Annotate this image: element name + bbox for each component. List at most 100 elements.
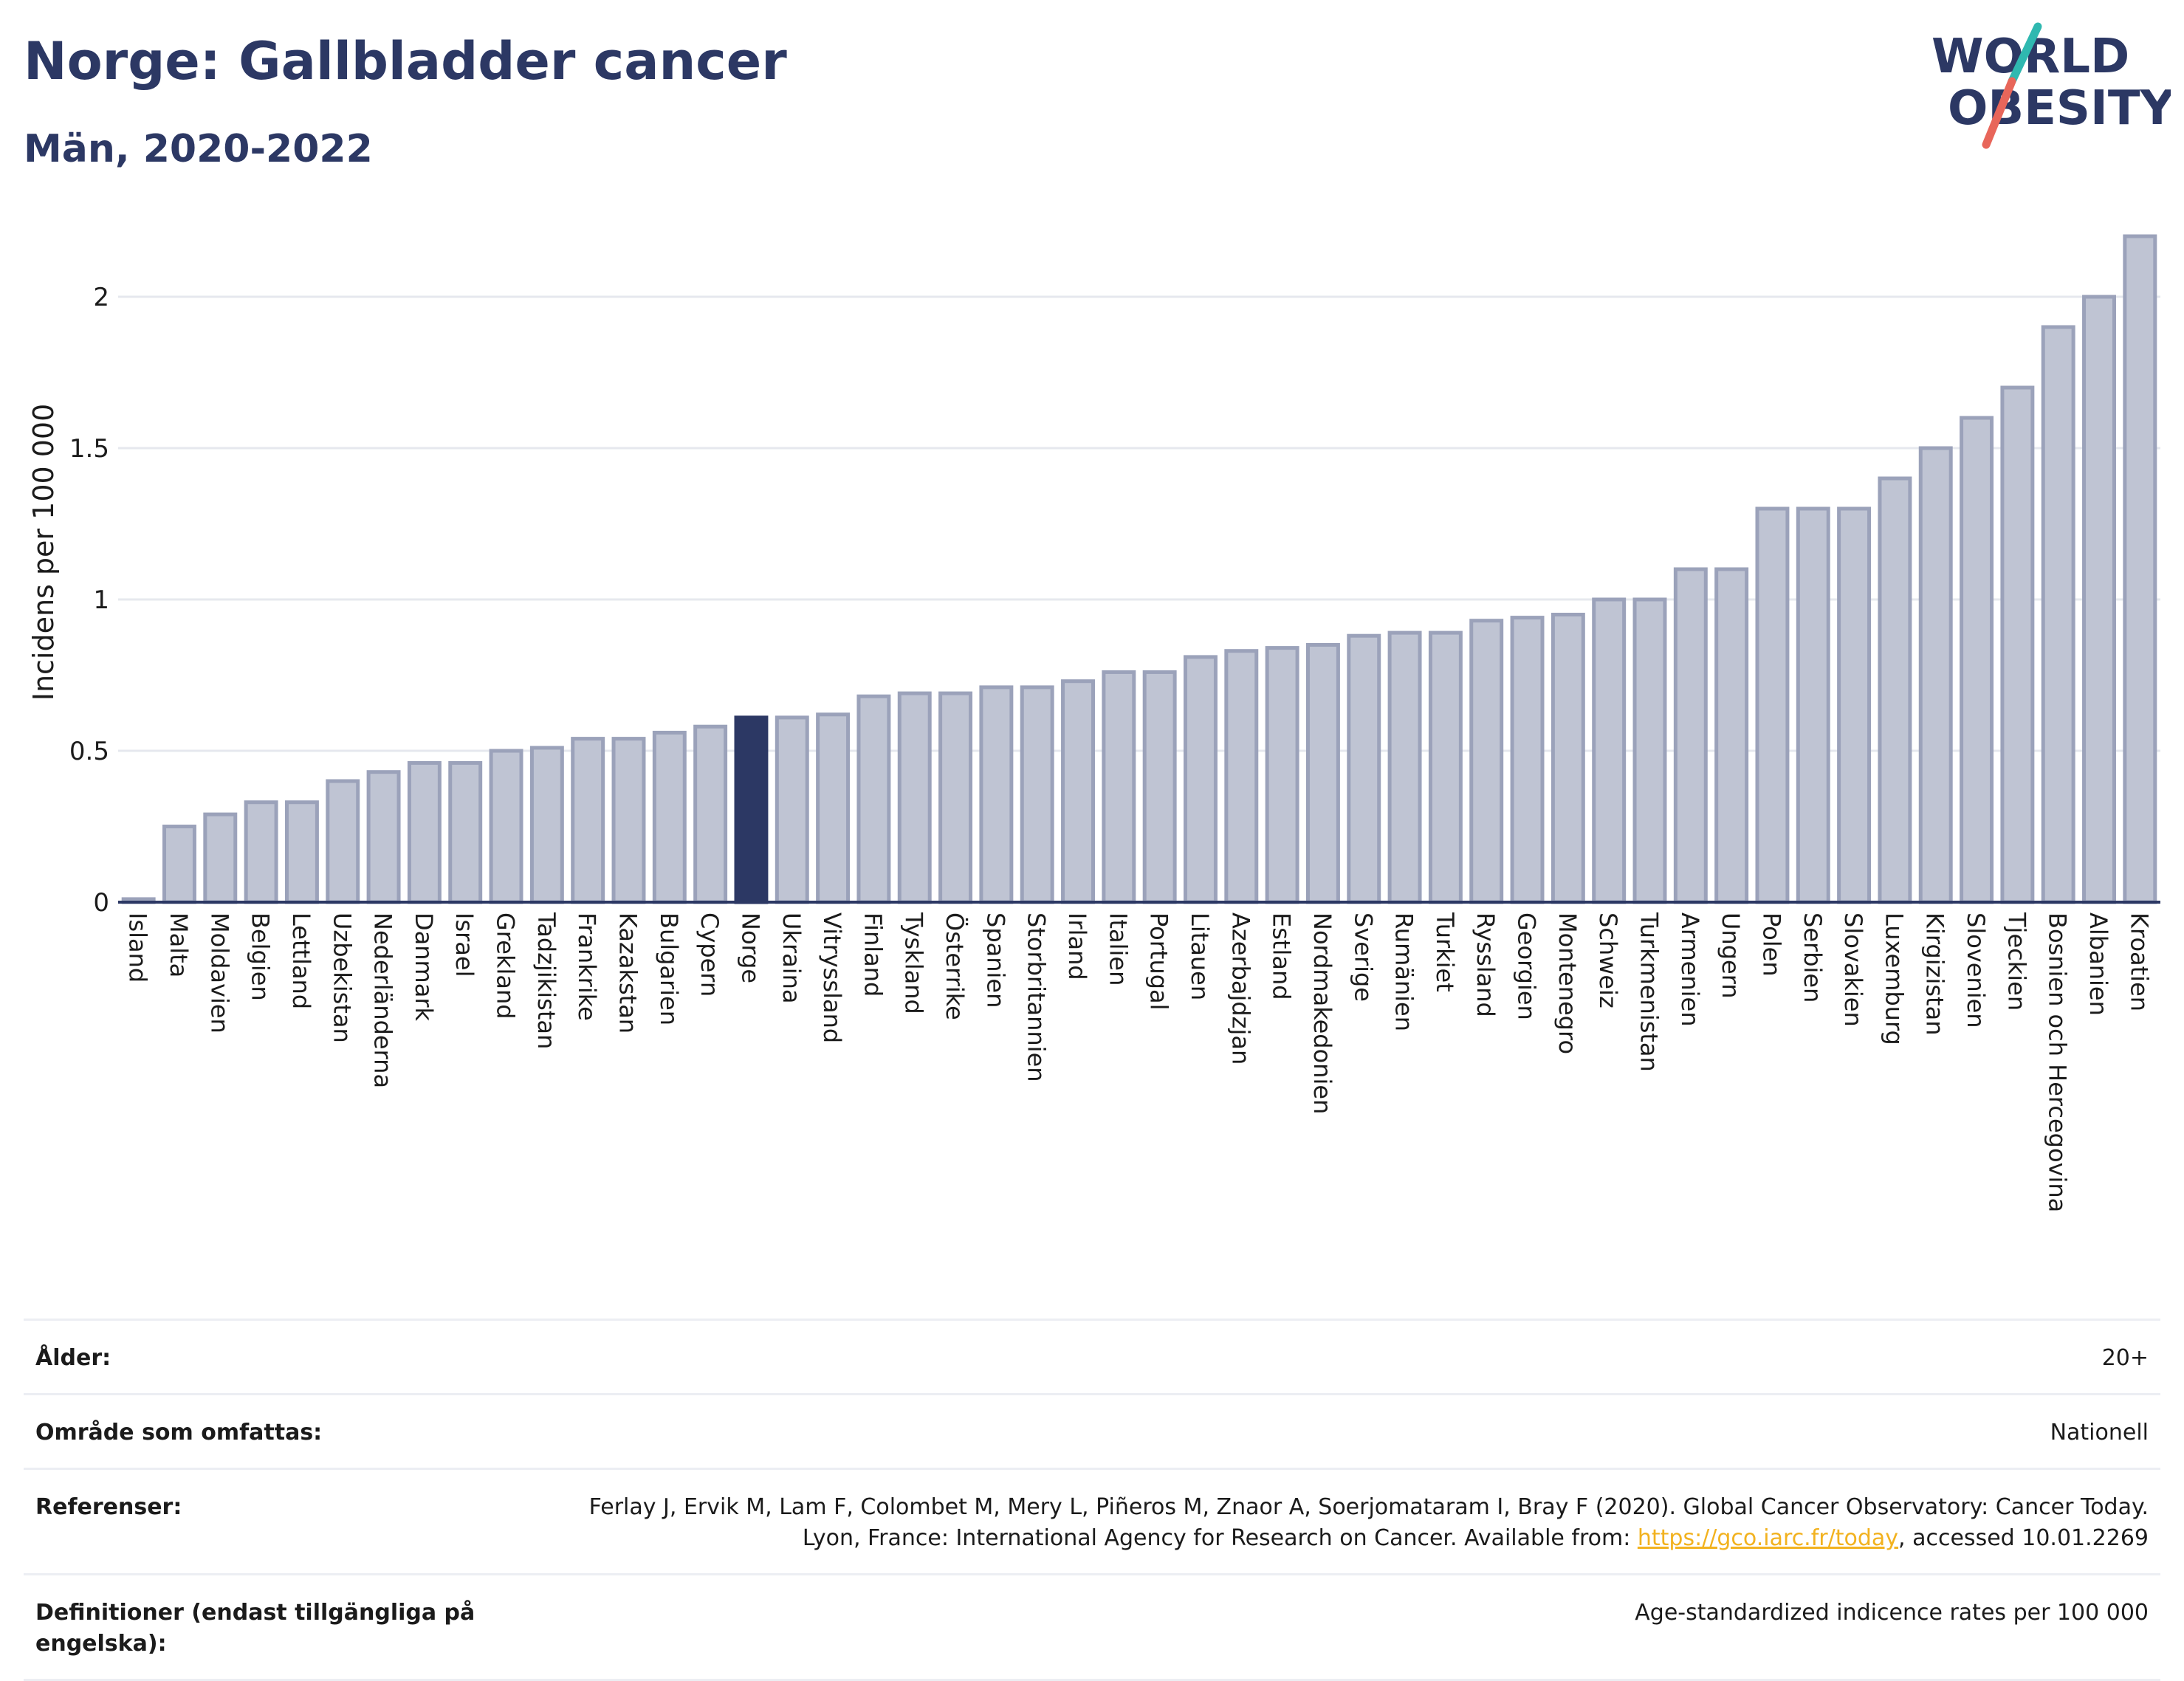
bar-turkmenistan [1632, 597, 1667, 904]
y-tick-label: 1 [93, 585, 109, 615]
x-tick-label: Ukraina [777, 912, 806, 1004]
reference-link[interactable]: https://gco.iarc.fr/today [1637, 1525, 1899, 1551]
world-obesity-logo: WORLD OBESITY [1931, 22, 2171, 149]
x-tick-label: Ryssland [1472, 912, 1500, 1017]
info-value-coverage: Nationell [2050, 1420, 2149, 1445]
info-row-age: Ålder: 20+ [24, 1319, 2160, 1393]
x-tick-label: Montenegro [1553, 912, 1582, 1054]
bar-kroatien [2123, 234, 2157, 904]
x-tick-label: Belgien [247, 912, 275, 1001]
bar-armenien [1673, 567, 1708, 904]
x-tick-label: Turkiet [1431, 912, 1459, 992]
bar-schweiz [1592, 597, 1627, 904]
bar-rumänien [1387, 630, 1422, 904]
x-tick-label: Cypern [696, 912, 724, 997]
logo-slash-coral [1982, 77, 2016, 149]
bar-irland [1061, 679, 1095, 904]
x-tick-label: Nederländerna [369, 912, 397, 1088]
y-axis-title: Incidens per 100 000 [27, 404, 60, 701]
x-tick-label: Lettland [287, 912, 315, 1009]
bar-estland [1265, 646, 1299, 904]
x-tick-label: Turkmenistan [1635, 912, 1663, 1072]
bar-norge [734, 715, 769, 904]
bar-litauen [1184, 655, 1218, 904]
bar-nordmakedonien [1305, 643, 1340, 904]
x-tick-label: Polen [1757, 912, 1785, 977]
x-tick-label: Danmark [410, 912, 438, 1021]
x-tick-label: Norge [736, 912, 764, 983]
logo-slash-teal [2008, 22, 2042, 86]
info-value-references: Ferlay J, Ervik M, Lam F, Colombet M, Me… [539, 1492, 2149, 1554]
bar-lettland [284, 800, 319, 904]
bar-ungern [1714, 567, 1749, 904]
x-tick-label: Slovenien [1962, 912, 1990, 1028]
x-tick-label: Armenien [1676, 912, 1704, 1026]
x-tick-label: Uzbekistan [328, 912, 356, 1043]
bar-israel [448, 760, 483, 904]
x-tick-label: Ungern [1717, 912, 1745, 999]
info-row-coverage: Område som omfattas: Nationell [24, 1393, 2160, 1468]
x-tick-label: Tjeckien [2002, 912, 2030, 1011]
info-key-coverage: Område som omfattas: [35, 1420, 323, 1445]
x-tick-label: Georgien [1513, 912, 1541, 1020]
x-tick-label: Spanien [981, 912, 1009, 1008]
x-tick-label: Italien [1104, 912, 1132, 986]
x-tick-label: Azerbajdzjan [1226, 912, 1254, 1065]
bar-serbien [1796, 506, 1830, 904]
bar-storbritannien [1020, 685, 1054, 904]
x-tick-label: Österrike [941, 912, 969, 1020]
y-tick-label: 2 [93, 283, 109, 312]
x-tick-label: Sverige [1349, 912, 1377, 1002]
bar-turkiet [1428, 630, 1463, 904]
y-axis-ticks: 0 0.5 1 1.5 2 [69, 283, 109, 918]
x-tick-label: Nordmakedonien [1308, 912, 1336, 1114]
x-tick-label: Storbritannien [1023, 912, 1051, 1082]
logo-line-2: OBESITY [1948, 81, 2171, 136]
x-tick-label: Moldavien [205, 912, 233, 1034]
bar-bulgarien [652, 730, 687, 904]
info-row-references: Referenser: Ferlay J, Ervik M, Lam F, Co… [24, 1468, 2160, 1573]
bar-tadzjikistan [529, 746, 564, 904]
chart-subtitle: Män, 2020-2022 [24, 127, 373, 171]
y-tick-label: 1.5 [69, 434, 109, 464]
bar-österrike [938, 691, 973, 904]
info-key-references: Referenser: [35, 1494, 182, 1520]
bar-spanien [979, 685, 1014, 904]
bar-georgien [1510, 616, 1545, 904]
bar-danmark [407, 760, 442, 904]
bar-slovakien [1837, 506, 1872, 904]
x-tick-label: Bosnien och Hercegovina [2044, 912, 2072, 1212]
x-tick-label: Kirgizistan [1921, 912, 1949, 1035]
y-tick-label: 0 [93, 888, 109, 918]
bar-kirgizistan [1918, 446, 1953, 904]
info-value-definitions: Age-standardized indicence rates per 100… [1635, 1600, 2149, 1626]
x-tick-label: Frankrike [573, 912, 601, 1021]
x-tick-label: Tadzjikistan [532, 912, 560, 1049]
x-tick-label: Schweiz [1594, 912, 1622, 1008]
bar-belgien [244, 800, 278, 904]
x-tick-label: Luxemburg [1880, 912, 1908, 1045]
bar-azerbajdzjan [1224, 649, 1259, 904]
bar-montenegro [1551, 613, 1585, 904]
y-tick-label: 0.5 [69, 737, 109, 766]
x-tick-label: Tyskland [900, 912, 928, 1014]
x-tick-label: Albanien [2084, 912, 2112, 1016]
bar-sverige [1347, 633, 1381, 904]
x-tick-label: Litauen [1186, 912, 1214, 1000]
info-key-definitions: Definitioner (endast tillgängliga på eng… [35, 1600, 475, 1657]
bar-malta [162, 825, 196, 904]
bar-frankrike [571, 737, 605, 904]
x-tick-label: Malta [165, 912, 193, 977]
bar-cypern [693, 724, 728, 904]
bar-italien [1102, 670, 1136, 904]
x-tick-label: Bulgarien [655, 912, 683, 1025]
x-tick-label: Slovakien [1839, 912, 1867, 1027]
info-key-age: Ålder: [35, 1345, 111, 1371]
x-tick-label: Grekland [492, 912, 520, 1020]
x-tick-label: Kroatien [2125, 912, 2153, 1011]
x-tick-label: Portugal [1145, 912, 1173, 1011]
x-tick-label: Rumänien [1390, 912, 1418, 1031]
bar-finland [856, 694, 891, 904]
x-tick-label: Israel [450, 912, 478, 977]
bar-uzbekistan [326, 779, 360, 904]
